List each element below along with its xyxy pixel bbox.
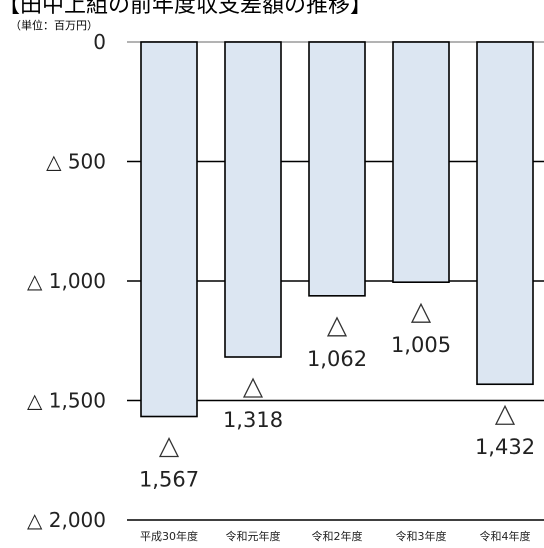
x-tick-label: 平成30年度	[140, 529, 198, 543]
x-tick-label: 令和3年度	[396, 529, 447, 543]
x-tick-label: 令和元年度	[226, 529, 281, 543]
negative-marker	[158, 437, 180, 458]
bar	[140, 41, 198, 418]
data-label: 1,567	[139, 468, 199, 492]
y-tick-label: △ 2,000	[27, 508, 106, 532]
data-label: 1,062	[307, 347, 367, 371]
data-label: 1,432	[475, 435, 535, 459]
chart-title: 【田中上組の前年度収支差額の推移】	[0, 0, 373, 18]
bar	[476, 41, 534, 386]
x-axis-ticks: 平成30年度 令和元年度 令和2年度 令和3年度 令和4年度	[140, 529, 531, 543]
data-label: 1,318	[223, 408, 283, 432]
bar	[308, 41, 366, 297]
y-axis-ticks: 0 △ 500 △ 1,000 △ 1,500 △ 2,000	[27, 30, 106, 532]
data-label: 1,005	[391, 333, 451, 357]
negative-marker	[494, 404, 516, 425]
bars	[140, 41, 534, 418]
negative-marker	[326, 316, 348, 337]
y-tick-label: △ 1,000	[27, 269, 106, 293]
data-labels: △1,567△1,318△1,062△1,005△1,432	[139, 302, 535, 492]
bar	[224, 41, 282, 358]
y-tick-label: △ 500	[46, 150, 106, 174]
unit-label: （単位：百万円）	[10, 19, 98, 32]
y-tick-label: 0	[93, 30, 106, 54]
y-tick-label: △ 1,500	[27, 389, 106, 413]
x-tick-label: 令和4年度	[480, 529, 531, 543]
negative-marker	[242, 377, 264, 398]
negative-marker	[410, 302, 432, 323]
x-tick-label: 令和2年度	[312, 529, 363, 543]
bar	[392, 41, 450, 283]
